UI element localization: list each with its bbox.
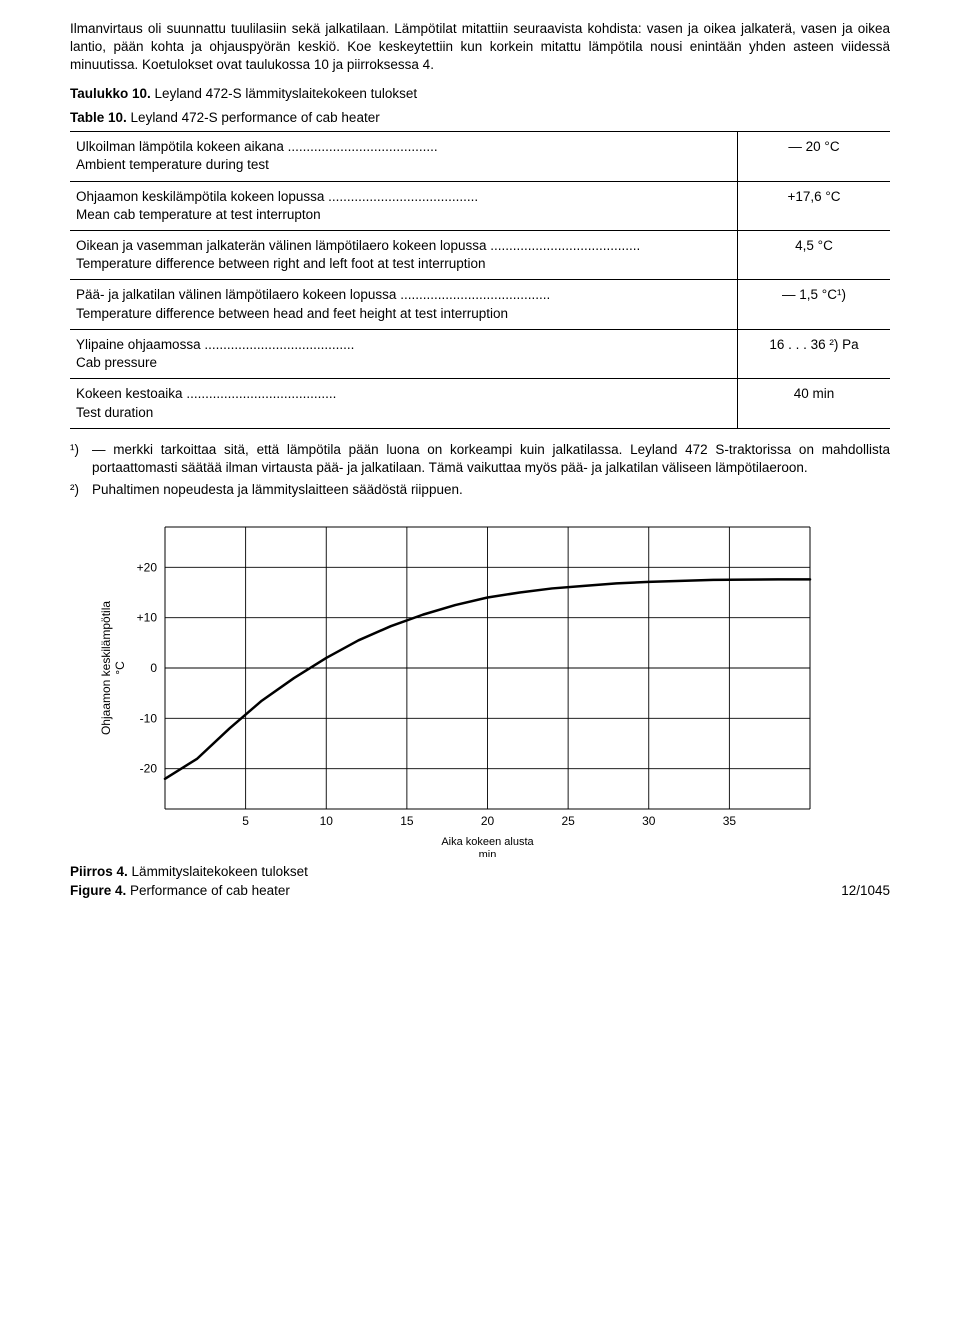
figure-text-en: Performance of cab heater xyxy=(130,883,290,898)
svg-text:Aika kokeen alustamin: Aika kokeen alustamin xyxy=(441,836,534,857)
row-label: Pää- ja jalkatilan välinen lämpötilaero … xyxy=(70,280,738,329)
svg-text:10: 10 xyxy=(320,814,334,828)
svg-text:0: 0 xyxy=(150,661,157,675)
row-en: Cab pressure xyxy=(76,355,157,370)
table-text-fi: Leyland 472-S lämmityslaitekokeen tuloks… xyxy=(155,86,418,101)
table-row: Ulkoilman lämpötila kokeen aikana ......… xyxy=(70,132,890,181)
svg-text:30: 30 xyxy=(642,814,656,828)
row-value: — 1,5 °C¹) xyxy=(738,280,891,329)
results-table: Ulkoilman lämpötila kokeen aikana ......… xyxy=(70,131,890,429)
row-value: — 20 °C xyxy=(738,132,891,181)
row-en: Mean cab temperature at test interrupton xyxy=(76,207,321,222)
table-row: Kokeen kestoaika .......................… xyxy=(70,379,890,428)
svg-text:+10: +10 xyxy=(137,611,158,625)
row-fi: Ylipaine ohjaamossa xyxy=(76,337,201,352)
table-row: Pää- ja jalkatilan välinen lämpötilaero … xyxy=(70,280,890,329)
row-label: Oikean ja vasemman jalkaterän välinen lä… xyxy=(70,230,738,279)
row-label: Kokeen kestoaika .......................… xyxy=(70,379,738,428)
footnote: ¹)— merkki tarkoittaa sitä, että lämpöti… xyxy=(70,441,890,477)
svg-text:5: 5 xyxy=(242,814,249,828)
intro-paragraph: Ilmanvirtaus oli suunnattu tuulilasiin s… xyxy=(70,20,890,75)
footnote-mark: ²) xyxy=(70,481,92,499)
svg-text:-10: -10 xyxy=(140,712,158,726)
svg-text:15: 15 xyxy=(400,814,414,828)
row-value: 16 . . . 36 ²) Pa xyxy=(738,329,891,378)
footnote-text: Puhaltimen nopeudesta ja lämmityslaittee… xyxy=(92,481,890,499)
row-value: +17,6 °C xyxy=(738,181,891,230)
row-value: 4,5 °C xyxy=(738,230,891,279)
table-label-en: Table 10. xyxy=(70,110,127,125)
table-row: Ohjaamon keskilämpötila kokeen lopussa .… xyxy=(70,181,890,230)
table-row: Oikean ja vasemman jalkaterän välinen lä… xyxy=(70,230,890,279)
svg-text:-20: -20 xyxy=(140,762,158,776)
footnote-mark: ¹) xyxy=(70,441,92,477)
svg-text:Ohjaamon keskilämpötila°C: Ohjaamon keskilämpötila°C xyxy=(99,601,127,735)
row-fi: Ohjaamon keskilämpötila kokeen lopussa xyxy=(76,189,324,204)
svg-text:+20: +20 xyxy=(137,561,158,575)
chart-container: 5 10 15 20 25 30 35 -20 -10 0 +10 +20 Ohjaamon keski… xyxy=(70,517,890,857)
row-fi: Oikean ja vasemman jalkaterän välinen lä… xyxy=(76,238,486,253)
row-label: Ohjaamon keskilämpötila kokeen lopussa .… xyxy=(70,181,738,230)
row-en: Temperature difference between right and… xyxy=(76,256,486,271)
heater-chart: 5 10 15 20 25 30 35 -20 -10 0 +10 +20 Ohjaamon keski… xyxy=(70,517,830,857)
table-caption-fi: Taulukko 10. Leyland 472-S lämmityslaite… xyxy=(70,85,890,103)
row-label: Ylipaine ohjaamossa ....................… xyxy=(70,329,738,378)
table-caption-en: Table 10. Leyland 472-S performance of c… xyxy=(70,109,890,127)
footnotes: ¹)— merkki tarkoittaa sitä, että lämpöti… xyxy=(70,441,890,500)
row-fi: Kokeen kestoaika xyxy=(76,386,183,401)
figure-caption: Piirros 4. Lämmityslaitekokeen tulokset … xyxy=(70,863,890,899)
footnote: ²)Puhaltimen nopeudesta ja lämmityslaitt… xyxy=(70,481,890,499)
figure-label-en: Figure 4. xyxy=(70,883,126,898)
page-number: 12/1045 xyxy=(841,882,890,900)
row-value: 40 min xyxy=(738,379,891,428)
row-label: Ulkoilman lämpötila kokeen aikana ......… xyxy=(70,132,738,181)
row-en: Test duration xyxy=(76,405,153,420)
table-label-fi: Taulukko 10. xyxy=(70,86,151,101)
svg-text:35: 35 xyxy=(723,814,737,828)
figure-text-fi: Lämmityslaitekokeen tulokset xyxy=(132,864,308,879)
row-en: Temperature difference between head and … xyxy=(76,306,508,321)
svg-text:25: 25 xyxy=(561,814,575,828)
row-en: Ambient temperature during test xyxy=(76,157,269,172)
table-row: Ylipaine ohjaamossa ....................… xyxy=(70,329,890,378)
svg-text:20: 20 xyxy=(481,814,495,828)
footnote-text: — merkki tarkoittaa sitä, että lämpötila… xyxy=(92,441,890,477)
figure-label-fi: Piirros 4. xyxy=(70,864,128,879)
row-fi: Ulkoilman lämpötila kokeen aikana xyxy=(76,139,284,154)
row-fi: Pää- ja jalkatilan välinen lämpötilaero … xyxy=(76,287,396,302)
table-text-en: Leyland 472-S performance of cab heater xyxy=(131,110,380,125)
